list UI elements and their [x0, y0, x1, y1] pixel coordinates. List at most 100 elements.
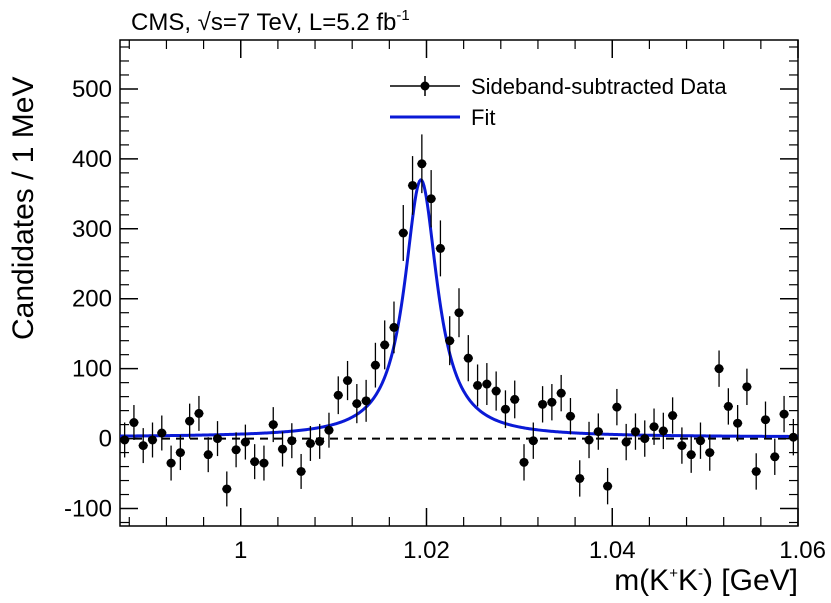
data-point — [686, 450, 696, 460]
data-point — [538, 399, 548, 409]
data-point — [222, 484, 232, 494]
data-point — [621, 437, 631, 447]
data-point — [370, 360, 380, 370]
legend-fit-label: Fit — [471, 105, 495, 130]
data-point — [185, 416, 195, 426]
data-point — [630, 427, 640, 437]
y-tick-label: 300 — [72, 216, 112, 243]
data-point — [668, 411, 678, 421]
y-axis-title: Candidates / 1 MeV — [7, 77, 40, 340]
data-point — [129, 418, 139, 428]
xlabel-sup-minus: - — [698, 565, 703, 582]
data-point — [779, 409, 789, 419]
data-point — [500, 404, 510, 414]
data-point — [556, 388, 566, 398]
data-point — [361, 396, 371, 406]
plot-frame — [119, 39, 799, 527]
title-energy: s=7 TeV, L=5.2 fb — [211, 9, 397, 36]
data-point — [305, 438, 315, 448]
fit-curve — [119, 178, 798, 438]
data-point — [733, 418, 743, 428]
chart-title: CMS, √s=7 TeV, L=5.2 fb-1 — [131, 7, 410, 36]
title-prefix: CMS, — [131, 9, 198, 36]
fit-series — [119, 178, 798, 438]
sqrt-symbol: √ — [198, 9, 212, 36]
y-tick-label: -100 — [64, 496, 112, 523]
data-point — [120, 435, 130, 445]
legend-data-marker — [420, 81, 430, 91]
data-point — [677, 441, 687, 451]
data-point — [584, 435, 594, 445]
data-point — [742, 382, 752, 392]
data-point — [695, 436, 705, 446]
data-point — [435, 243, 445, 253]
xlabel-sup-plus: + — [669, 565, 678, 582]
data-point — [714, 364, 724, 374]
data-point — [166, 458, 176, 468]
data-point — [343, 376, 353, 386]
data-point — [417, 159, 427, 169]
x-tick-label: 1.06 — [779, 537, 826, 564]
data-point — [278, 444, 288, 454]
data-point — [649, 422, 659, 432]
data-point — [194, 408, 204, 418]
data-point — [528, 436, 538, 446]
data-point — [519, 457, 529, 467]
x-tick-label: 1 — [234, 537, 247, 564]
xlabel-base: m(K — [614, 564, 669, 597]
y-tick-label: 200 — [72, 286, 112, 313]
xlabel-mid: K — [678, 564, 698, 597]
data-point — [705, 448, 715, 458]
data-point — [175, 448, 185, 458]
data-point — [240, 437, 250, 447]
data-point — [138, 441, 148, 451]
data-point — [575, 473, 585, 483]
x-axis-ticks: 1 1.02 1.04 1.06 — [128, 40, 826, 564]
data-point — [408, 180, 418, 190]
data-point — [445, 336, 455, 346]
data-point — [398, 228, 408, 238]
legend-data-label: Sideband-subtracted Data — [471, 74, 727, 99]
y-tick-label: 0 — [99, 426, 112, 453]
data-point — [640, 434, 650, 444]
data-point — [788, 432, 798, 442]
data-point — [380, 340, 390, 350]
data-point — [463, 353, 473, 363]
x-axis-title: m(K+K-) [GeV] — [614, 564, 798, 597]
data-point — [203, 450, 213, 460]
data-point — [231, 445, 241, 455]
data-point — [658, 426, 668, 436]
data-point — [482, 379, 492, 389]
data-point — [426, 194, 436, 204]
data-point — [333, 390, 343, 400]
data-series — [120, 134, 798, 507]
y-tick-label: 400 — [72, 146, 112, 173]
x-tick-label: 1.04 — [589, 537, 636, 564]
data-point — [454, 308, 464, 318]
data-point — [148, 435, 158, 445]
xlabel-end: ) [GeV] — [703, 564, 798, 597]
data-point — [565, 411, 575, 421]
data-point — [250, 457, 260, 467]
x-tick-label: 1.02 — [403, 537, 450, 564]
data-point — [296, 466, 306, 476]
data-point — [510, 394, 520, 404]
data-point — [491, 386, 501, 396]
y-tick-label: 100 — [72, 356, 112, 383]
data-point — [287, 436, 297, 446]
data-point — [760, 415, 770, 425]
data-point — [389, 322, 399, 332]
data-point — [603, 481, 613, 491]
data-point — [259, 458, 269, 468]
data-point — [593, 427, 603, 437]
data-point — [751, 466, 761, 476]
data-point — [268, 420, 278, 430]
data-point — [473, 380, 483, 390]
data-point — [723, 401, 733, 411]
data-point — [612, 402, 622, 412]
data-point — [157, 428, 167, 438]
data-point — [213, 434, 223, 444]
data-point — [770, 452, 780, 462]
legend: Sideband-subtracted Data Fit — [390, 74, 727, 130]
